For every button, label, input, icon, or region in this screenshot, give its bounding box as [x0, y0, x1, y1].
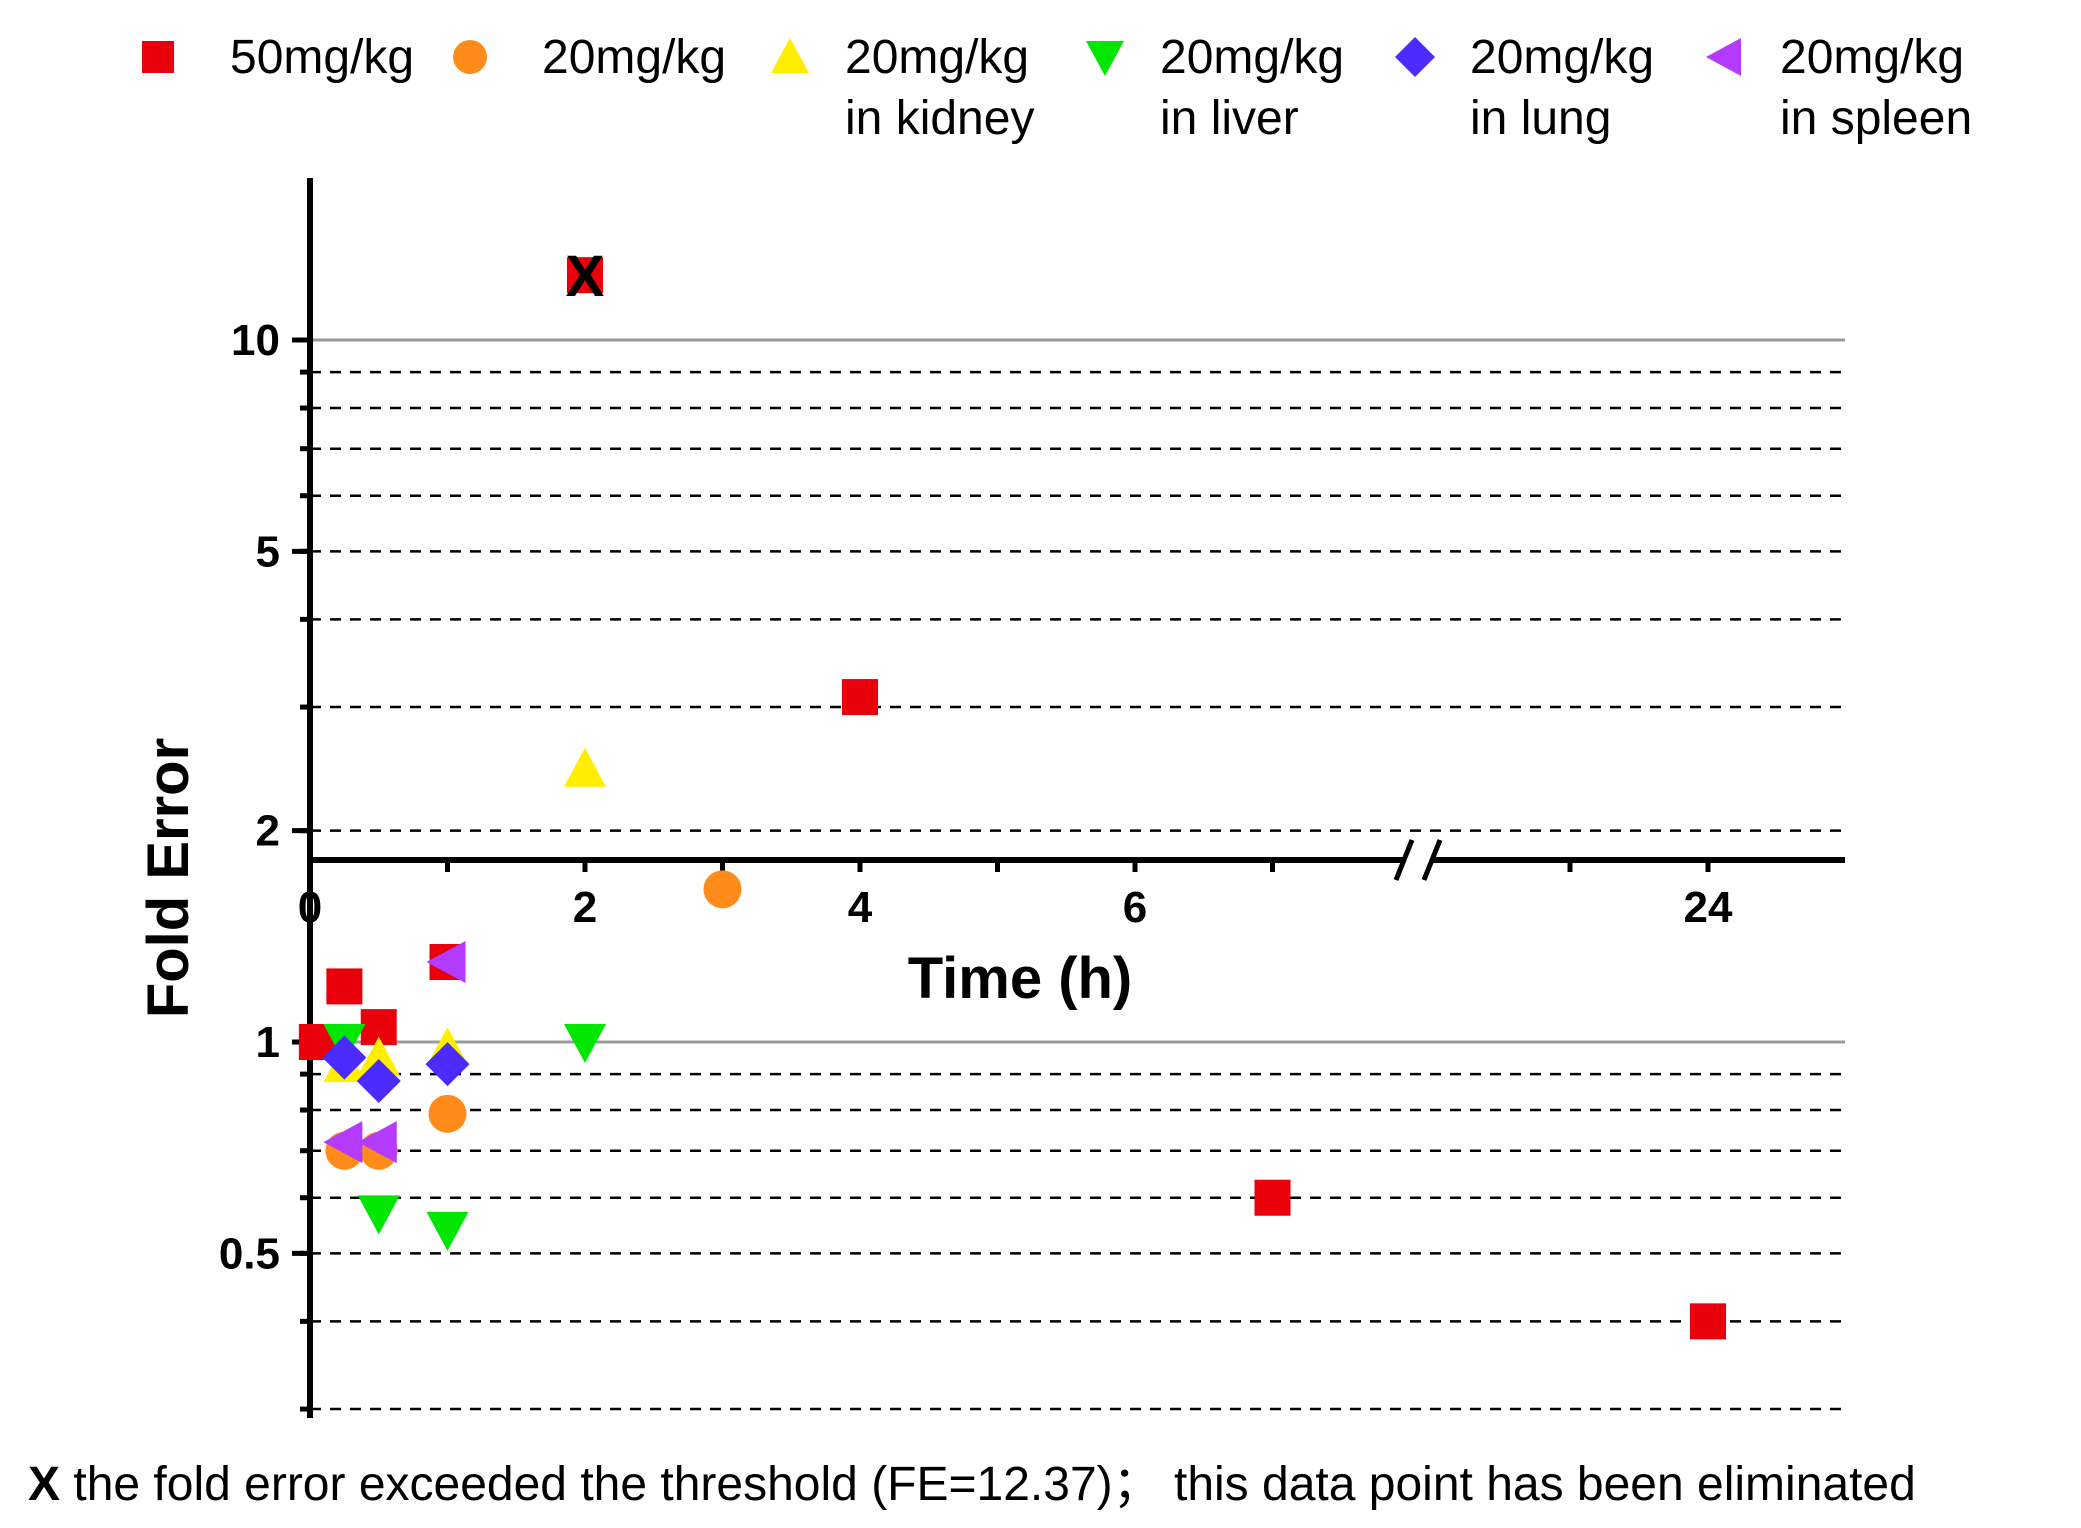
data-point-diamond	[356, 1058, 401, 1103]
y-tick-label: 5	[256, 527, 280, 576]
x-tick-label: 6	[1123, 883, 1147, 932]
legend-marker-triangle-down	[1086, 41, 1124, 76]
excluded-point-marker: X	[566, 244, 605, 309]
legend-label: 50mg/kg	[230, 31, 414, 84]
legend-label: 20mg/kg	[542, 31, 726, 84]
x-tick-label: 24	[1684, 883, 1733, 932]
axis-break-mark	[1393, 839, 1415, 881]
data-point-diamond	[425, 1042, 470, 1087]
data-point-triangle-down	[357, 1195, 400, 1235]
legend-label-line2: in lung	[1470, 92, 1611, 145]
x-tick-label: 0	[298, 883, 322, 932]
legend-label: 20mg/kg	[845, 31, 1029, 84]
data-point-triangle-left	[323, 1121, 363, 1164]
legend-label: 20mg/kg	[1780, 31, 1964, 84]
legend-label-line2: in liver	[1160, 92, 1299, 145]
data-point-square	[567, 257, 603, 294]
data-point-triangle-left	[426, 941, 466, 984]
legend: 50mg/kg 20mg/kg 20mg/kg in kidney 20mg/kg in …	[142, 31, 1972, 145]
y-tick-label: 0.5	[219, 1229, 280, 1278]
data-point-diamond	[322, 1035, 367, 1080]
data-point-triangle-up	[564, 747, 606, 787]
data-point-circle	[428, 1094, 467, 1133]
x-axis-title: Time (h)	[908, 946, 1133, 1011]
legend-label: 20mg/kg	[1160, 31, 1344, 84]
legend-label-line2: in kidney	[845, 92, 1034, 145]
data-point-square	[1254, 1179, 1291, 1216]
y-tick-label: 2	[256, 807, 280, 856]
data-points: X	[298, 244, 1726, 1340]
y-axis-title: Fold Error	[136, 738, 201, 1018]
x-tick-label: 2	[573, 883, 597, 932]
axis-break-mark	[1421, 839, 1443, 881]
data-point-circle	[703, 870, 742, 909]
legend-label: 20mg/kg	[1470, 31, 1654, 84]
data-point-triangle-up	[357, 1036, 400, 1076]
legend-marker-triangle-up	[771, 38, 809, 73]
data-point-square	[326, 968, 363, 1005]
data-point-triangle-down	[426, 1211, 469, 1251]
legend-marker-triangle-left	[1706, 38, 1741, 76]
legend-marker-diamond	[1395, 37, 1435, 77]
reference-lines	[310, 338, 1845, 1411]
data-point-triangle-left	[357, 1121, 397, 1164]
legend-marker-circle	[453, 40, 487, 74]
data-point-triangle-down	[564, 1024, 606, 1063]
legend-marker-square	[142, 41, 174, 73]
data-point-square	[1690, 1303, 1726, 1340]
x-tick-label: 4	[848, 883, 873, 932]
data-point-square	[842, 679, 878, 716]
footnote-text: the fold error exceeded the threshold (F…	[60, 1458, 1916, 1511]
footnote: X the fold error exceeded the threshold …	[28, 1458, 1916, 1511]
y-tick-label: 10	[231, 316, 280, 365]
axes	[292, 178, 1845, 1418]
y-tick-label: 1	[256, 1018, 280, 1067]
footnote-symbol: X	[28, 1458, 60, 1511]
legend-label-line2: in spleen	[1780, 92, 1972, 145]
